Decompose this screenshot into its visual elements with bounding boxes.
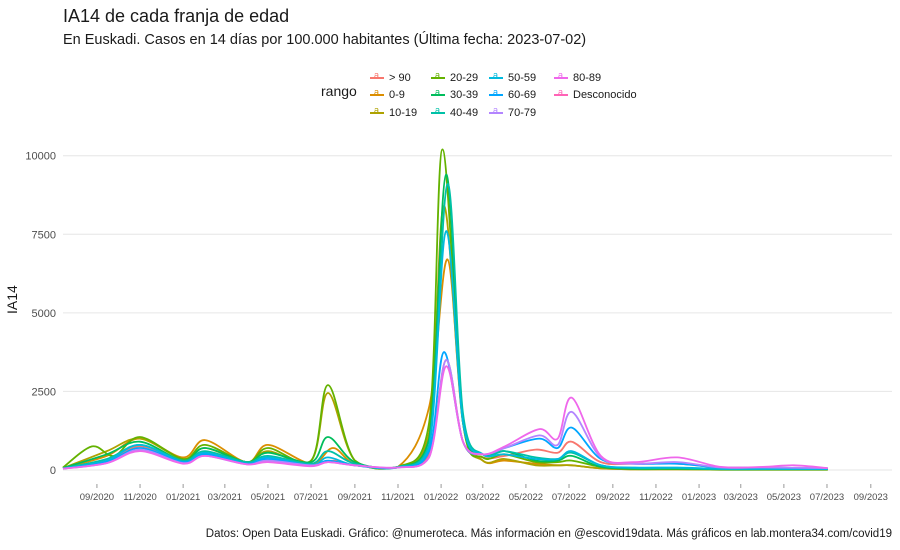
legend-item: 70-79 [489,105,537,119]
legend-key [489,105,503,119]
legend-label: 40-49 [450,107,479,119]
legend-item: 0-9 [370,87,405,101]
legend-item: 30-39 [431,87,479,101]
x-tick-label: 09/2020 [80,492,114,503]
legend-item: > 90 [370,70,411,84]
chart-subtitle: En Euskadi. Casos en 14 días por 100.000… [63,32,587,48]
legend-label: 80-89 [573,72,602,84]
x-tick-label: 11/2020 [123,492,157,503]
chart-title: IA14 de cada franja de edad [63,6,290,26]
series-line-60-69 [62,351,828,470]
series-line-40-49 [62,183,828,471]
legend-key [370,105,384,119]
y-tick-label: 5000 [32,308,56,320]
legend-item: 60-69 [489,87,537,101]
x-tick-label: 09/2023 [854,492,888,503]
x-tick-label: 07/2021 [294,492,328,503]
series-line-70-79 [62,359,828,470]
legend-label: 0-9 [389,89,405,101]
y-tick-label: 10000 [25,151,56,163]
legend-label: 10-19 [389,107,418,119]
legend-item: 80-89 [554,70,602,84]
y-tick-label: 7500 [32,229,56,241]
x-tick-label: 07/2023 [810,492,844,503]
legend-key [554,70,568,84]
legend-label: Desconocido [573,89,637,101]
legend-label: 50-59 [508,72,537,84]
x-tick-label: 01/2023 [682,492,716,503]
x-tick-label: 05/2022 [509,492,543,503]
x-tick-label: 07/2022 [552,492,586,503]
legend-key [431,70,445,84]
series-line-50-59 [62,230,828,470]
legend-label: > 90 [389,72,411,84]
series-line-80-89 [62,365,828,470]
legend-title: rango [321,83,357,99]
x-tick-label: 03/2023 [724,492,758,503]
x-tick-label: 09/2021 [338,492,372,503]
x-tick-label: 09/2022 [596,492,630,503]
x-tick-label: 11/2021 [381,492,415,503]
chart-caption: Datos: Open Data Euskadi. Gráfico: @nume… [205,528,892,540]
x-tick-label: 05/2021 [251,492,285,503]
legend-label: 60-69 [508,89,537,101]
legend-item: 20-29 [431,70,479,84]
legend-key [370,87,384,101]
legend-key [431,105,445,119]
series-line-0-9 [62,258,828,471]
legend-item: 50-59 [489,70,537,84]
y-tick-label: 0 [50,465,56,477]
legend-item: 40-49 [431,105,479,119]
legend-key [431,87,445,101]
y-tick-label: 2500 [32,386,56,398]
x-tick-label: 05/2023 [767,492,801,503]
legend-key [554,87,568,101]
legend-item: Desconocido [554,87,637,101]
x-tick-label: 03/2022 [466,492,500,503]
x-tick-label: 03/2021 [208,492,242,503]
x-tick-label: 01/2021 [166,492,200,503]
x-tick-label: 01/2022 [424,492,458,503]
x-tick-label: 11/2022 [639,492,673,503]
series-line-10-19 [62,205,828,471]
legend-key [489,87,503,101]
legend-label: 70-79 [508,107,537,119]
legend-item: 10-19 [370,105,418,119]
series-line--90 [62,359,828,470]
legend-label: 20-29 [450,72,479,84]
legend-label: 30-39 [450,89,479,101]
series-line-30-39 [62,173,828,471]
legend-key [370,70,384,84]
legend-key [489,70,503,84]
